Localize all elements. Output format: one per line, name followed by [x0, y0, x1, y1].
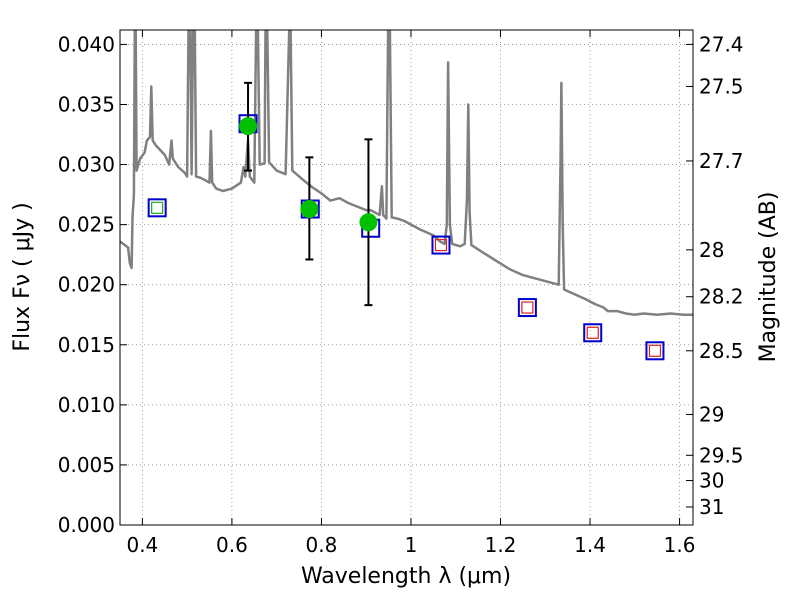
y-tick-label: 0.025	[58, 213, 115, 237]
red-inner-square	[434, 238, 448, 252]
mag-tick-label: 27.7	[699, 149, 744, 173]
y-tick-label: 0.040	[58, 32, 115, 56]
y-axis-label-left: Flux Fν ( μJy )	[10, 202, 35, 351]
y-tick-label: 0.010	[58, 393, 115, 417]
y-tick-label: 0.005	[58, 453, 115, 477]
y-axis-label-right: Magnitude (AB)	[756, 192, 781, 363]
y-tick-label: 0.020	[58, 273, 115, 297]
y-tick-label: 0.035	[58, 92, 115, 116]
plot-frame	[119, 29, 694, 526]
spectrum-line	[120, 30, 693, 316]
plot-area	[120, 30, 693, 361]
y-tick-label: 0.000	[58, 513, 115, 537]
grid-lines	[120, 30, 693, 526]
x-tick-label: 1.2	[485, 533, 517, 557]
mag-tick-label: 30	[699, 469, 724, 493]
mag-tick-label: 29.5	[699, 443, 744, 467]
mag-tick-label: 27.4	[699, 32, 744, 56]
axes: 0.4 0.6 0.8 1 1.2 1.4 1.6 0.000 0.005 0.010 0.015 0…	[58, 30, 744, 557]
red-inner-square	[586, 326, 599, 339]
model-photometry-square	[583, 323, 603, 343]
y-tick-label: 0.015	[58, 333, 115, 357]
mag-tick-label: 29	[699, 402, 724, 426]
mag-tick-label: 28.5	[699, 339, 744, 363]
y-tick-label: 0.030	[58, 153, 115, 177]
model-photometry-square	[147, 198, 167, 218]
x-tick-label: 1.6	[664, 533, 696, 557]
mag-tick-label: 28	[699, 238, 724, 262]
observed-flux-point	[239, 117, 258, 136]
red-inner-square	[648, 344, 662, 357]
red-inner-square	[521, 301, 534, 314]
x-tick-label: 1.4	[574, 533, 606, 557]
observed-flux-point	[359, 213, 378, 232]
model-photometry-square	[517, 298, 537, 318]
x-tick-label: 0.8	[306, 533, 338, 557]
x-tick-label: 0.6	[216, 533, 248, 557]
mag-tick-label: 28.2	[699, 285, 744, 309]
observed-flux-point	[300, 200, 319, 219]
green-inner-square	[151, 201, 164, 214]
x-tick-label: 0.4	[126, 533, 158, 557]
model-photometry-square	[645, 341, 665, 361]
x-tick-label: 1	[405, 533, 418, 557]
model-photometry-square	[431, 235, 451, 255]
mag-tick-label: 27.5	[699, 74, 744, 98]
mag-tick-label: 31	[699, 495, 724, 519]
x-axis-label: Wavelength λ (μm)	[301, 564, 511, 589]
